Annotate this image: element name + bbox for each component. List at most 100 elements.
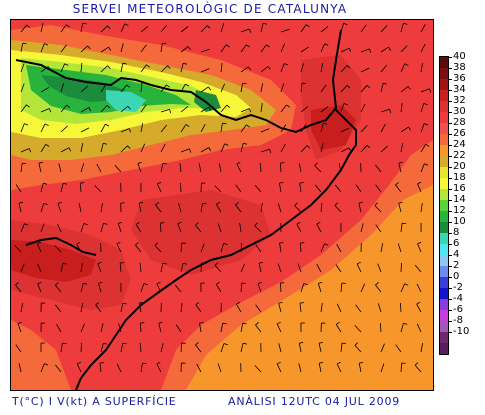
wind-barb-icon [138,302,144,313]
legend-row: 2 [439,260,485,277]
legend-row: -8 [439,315,485,332]
wind-barb-icon [116,363,122,373]
wind-barb-icon [398,161,403,173]
legend-label: 36 [453,73,466,84]
wind-barb-icon [220,343,228,353]
wind-barb-icon [20,123,29,133]
legend-swatch [439,68,449,79]
wind-barb-icon [280,43,285,53]
wind-barb-icon [360,223,364,233]
wind-barb-icon [400,45,408,53]
wind-barb-icon [40,363,49,373]
wind-barb-icon [54,282,62,293]
legend-row: 18 [439,172,485,189]
wind-barb-icon [375,184,382,193]
legend-tick [449,266,452,267]
wind-barb-icon [340,103,348,113]
wind-barb-icon [195,342,202,353]
wind-barb-icon [160,343,164,353]
wind-barb-icon [138,201,143,213]
wind-barb-icon [218,163,222,173]
legend-row: 32 [439,95,485,112]
wind-barb-icon [180,83,189,93]
wind-barb-icon [20,162,27,173]
wind-barb-icon [200,202,207,213]
wind-barb-icon [120,43,124,53]
legend-label: 26 [453,128,466,139]
wind-barb-icon [20,303,23,313]
wind-barb-icon [200,262,206,273]
wind-barb-icon [316,263,322,273]
wind-barb-icon [255,244,262,253]
wind-barb-icon [40,23,44,33]
wind-barb-icon [40,322,46,333]
legend-swatch [439,310,449,321]
wind-barb-icon [360,24,367,33]
wind-barb-icon [317,281,323,293]
wind-barb-icon [119,262,125,273]
wind-barb-icon [400,143,404,153]
legend-row: 36 [439,73,485,90]
wind-barb-icon [260,148,272,154]
wind-barb-icon [278,343,282,353]
legend-label: 0 [453,271,460,282]
wind-barb-icon [118,323,122,333]
legend-row: 22 [439,150,485,167]
wind-barb-icon [300,322,305,333]
wind-barb-icon [36,241,42,253]
wind-barb-icon [240,342,247,353]
legend-label: 22 [453,150,466,161]
legend-label: 30 [453,106,466,117]
wind-barb-icon [294,202,302,213]
wind-barb-icon [120,23,129,33]
legend-swatch [439,200,449,211]
wind-barb-icon [180,46,191,53]
wind-barb-icon [79,182,85,193]
wind-barb-icon [40,223,45,233]
wind-barb-icon [320,122,328,133]
legend-label: 38 [453,62,466,73]
wind-barb-icon [80,303,84,313]
wind-barb-icon [277,203,282,213]
wind-barb-icon [200,48,210,53]
wind-barb-icon [120,202,125,213]
legend-row: 16 [439,183,485,200]
wind-barb-icon [395,182,402,193]
wind-barb-icon [354,342,362,353]
wind-barb-icon [174,284,182,293]
wind-barb-icon [80,223,88,233]
wind-barb-icon [99,362,104,373]
wind-barb-icon [420,24,426,33]
legend-swatch [439,167,449,178]
wind-barb-icon [235,184,242,193]
legend-tick [449,244,452,245]
wind-barb-icon [38,161,43,173]
wind-barb-icon [360,145,371,153]
wind-barb-icon [220,322,227,333]
wind-barb-icon [335,321,342,333]
wind-barb-icon [260,203,263,213]
legend-swatch [439,90,449,101]
wind-barb-icon [20,24,31,33]
wind-barb-icon [335,264,342,273]
legend-row: 4 [439,249,485,266]
legend-label: 16 [453,183,466,194]
wind-barb-icon [420,43,426,53]
legend-swatch [439,79,449,90]
legend-swatch [439,211,449,222]
wind-barb-icon [320,43,329,53]
wind-barb-icon [97,261,102,273]
wind-barb-icon [17,321,22,333]
wind-barb-icon [140,143,146,153]
wind-barb-icon [120,105,131,113]
legend-tick [449,255,452,256]
wind-barb-icon [100,46,112,53]
wind-barb-icon [80,22,87,33]
wind-barb-icon [334,202,342,213]
legend-swatch [439,134,449,145]
wind-barb-icon [135,221,142,233]
legend-border [439,56,449,355]
wind-barb-icon [160,162,167,173]
wind-barb-icon [400,63,409,73]
wind-barb-icon [180,362,186,373]
